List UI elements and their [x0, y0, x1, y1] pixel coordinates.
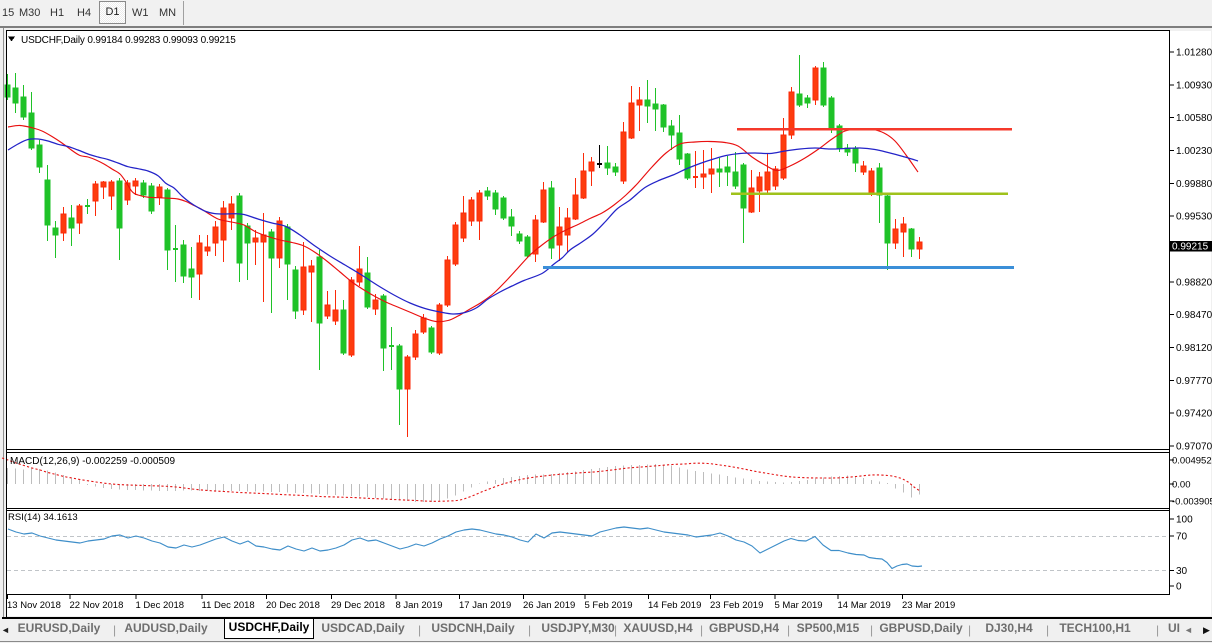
svg-text:14 Mar 2019: 14 Mar 2019 — [838, 600, 891, 611]
svg-text:13 Nov 2018: 13 Nov 2018 — [7, 600, 61, 611]
svg-text:17 Jan 2019: 17 Jan 2019 — [459, 600, 511, 611]
svg-text:14 Feb 2019: 14 Feb 2019 — [648, 600, 701, 611]
svg-text:23 Mar 2019: 23 Mar 2019 — [902, 600, 955, 611]
svg-text:-0.003905: -0.003905 — [1172, 497, 1212, 508]
svg-text:11 Dec 2018: 11 Dec 2018 — [202, 600, 255, 611]
svg-text:20 Dec 2018: 20 Dec 2018 — [266, 600, 320, 611]
svg-text:0: 0 — [1176, 582, 1182, 593]
svg-text:1 Dec 2018: 1 Dec 2018 — [136, 600, 185, 611]
svg-text:0.98120: 0.98120 — [1176, 343, 1212, 354]
svg-text:0.99880: 0.99880 — [1176, 179, 1212, 190]
svg-text:0.98820: 0.98820 — [1176, 277, 1212, 288]
svg-text:0.004952: 0.004952 — [1172, 456, 1212, 467]
svg-text:23 Feb 2019: 23 Feb 2019 — [710, 600, 763, 611]
svg-text:5 Mar 2019: 5 Mar 2019 — [775, 600, 823, 611]
svg-text:29 Dec 2018: 29 Dec 2018 — [331, 600, 385, 611]
svg-text:0.99215: 0.99215 — [1172, 242, 1209, 253]
svg-text:0.97770: 0.97770 — [1176, 376, 1212, 387]
svg-text:0.99530: 0.99530 — [1176, 212, 1212, 223]
svg-text:30: 30 — [1176, 566, 1188, 577]
svg-text:22 Nov 2018: 22 Nov 2018 — [70, 600, 124, 611]
svg-text:1.00580: 1.00580 — [1176, 113, 1212, 124]
svg-text:5 Feb 2019: 5 Feb 2019 — [585, 600, 633, 611]
svg-text:1.00230: 1.00230 — [1176, 146, 1212, 157]
svg-text:0.98470: 0.98470 — [1176, 310, 1212, 321]
svg-text:0.97420: 0.97420 — [1176, 409, 1212, 420]
svg-text:1.01280: 1.01280 — [1176, 48, 1212, 59]
svg-text:MACD(12,26,9) -0.002259 -0.000: MACD(12,26,9) -0.002259 -0.000509 — [10, 456, 176, 467]
svg-text:1.00930: 1.00930 — [1176, 80, 1212, 91]
svg-text:8 Jan 2019: 8 Jan 2019 — [396, 600, 443, 611]
svg-text:26 Jan 2019: 26 Jan 2019 — [523, 600, 575, 611]
svg-text:100: 100 — [1176, 515, 1193, 526]
svg-text:0.00: 0.00 — [1172, 480, 1191, 491]
svg-text:RSI(14) 34.1613: RSI(14) 34.1613 — [8, 512, 78, 523]
svg-text:USDCHF,Daily 0.99184 0.99283: USDCHF,Daily 0.99184 0.99283 0.99093 0.9… — [21, 35, 236, 46]
svg-text:70: 70 — [1176, 532, 1188, 543]
svg-text:0.97070: 0.97070 — [1176, 442, 1212, 453]
